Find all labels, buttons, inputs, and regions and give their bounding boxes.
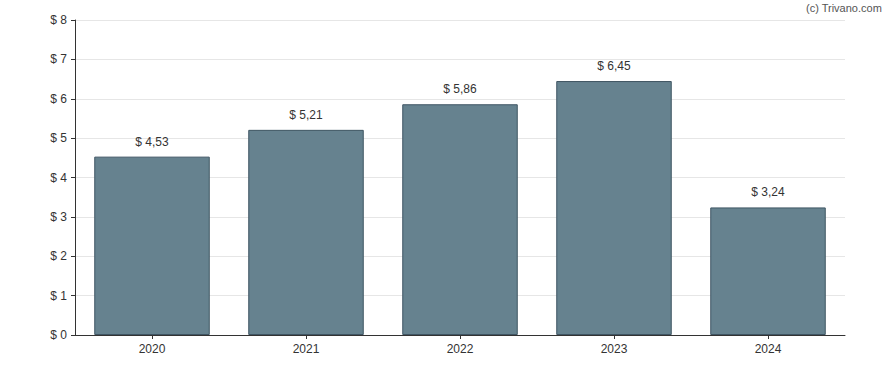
svg-text:$ 8: $ 8 <box>50 13 67 27</box>
svg-text:$ 3,24: $ 3,24 <box>751 185 785 199</box>
svg-text:$ 5,21: $ 5,21 <box>289 108 323 122</box>
svg-text:$ 3: $ 3 <box>50 210 67 224</box>
svg-text:$ 5: $ 5 <box>50 131 67 145</box>
svg-text:2024: 2024 <box>755 342 782 356</box>
svg-text:2022: 2022 <box>447 342 474 356</box>
svg-text:2021: 2021 <box>293 342 320 356</box>
svg-text:$ 0: $ 0 <box>50 328 67 342</box>
svg-text:$ 5,86: $ 5,86 <box>443 82 477 96</box>
svg-text:$ 1: $ 1 <box>50 289 67 303</box>
svg-text:2023: 2023 <box>601 342 628 356</box>
svg-text:$ 4,53: $ 4,53 <box>135 135 169 149</box>
svg-text:$ 6,45: $ 6,45 <box>597 59 631 73</box>
svg-text:(c) Trivano.com: (c) Trivano.com <box>806 2 882 14</box>
svg-text:2020: 2020 <box>139 342 166 356</box>
svg-text:$ 6: $ 6 <box>50 92 67 106</box>
svg-text:$ 4: $ 4 <box>50 171 67 185</box>
svg-text:$ 7: $ 7 <box>50 52 67 66</box>
svg-text:$ 2: $ 2 <box>50 249 67 263</box>
